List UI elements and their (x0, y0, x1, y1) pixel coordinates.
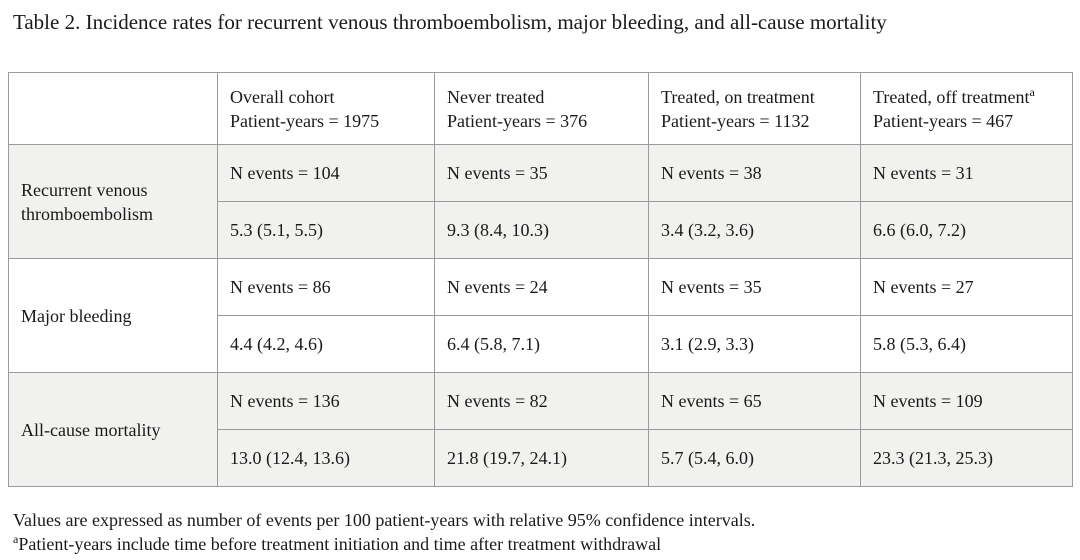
table-row: Major bleeding N events = 86 N events = … (8, 258, 1073, 373)
cell-rate: 5.3 (5.1, 5.5) (217, 201, 435, 259)
cell-rate: 3.1 (2.9, 3.3) (648, 315, 861, 373)
table-row: 5.3 (5.1, 5.5) 9.3 (8.4, 10.3) 3.4 (3.2,… (9, 201, 1073, 259)
column-patient-years: Patient-years = 467 (873, 110, 1014, 131)
cell-rate: 6.6 (6.0, 7.2) (860, 201, 1073, 259)
column-title: Treated, off treatmenta (873, 85, 1062, 109)
footnote-a-marker: a (13, 532, 19, 546)
footnote-a-text: Patient-years include time before treatm… (18, 534, 662, 554)
footnote-marker-a: a (1029, 84, 1035, 99)
cell-n-events: N events = 65 (648, 372, 861, 430)
cell-n-events: N events = 109 (860, 372, 1073, 430)
cell-n-events: N events = 31 (860, 144, 1073, 202)
cell-n-events: N events = 24 (434, 258, 649, 316)
header-treated-off-treatment: Treated, off treatmenta Patient-years = … (860, 72, 1073, 145)
header-empty-cell (8, 72, 218, 145)
column-title: Never treated (447, 86, 545, 107)
cell-rate: 5.8 (5.3, 6.4) (860, 315, 1073, 373)
cell-rate: 23.3 (21.3, 25.3) (860, 429, 1073, 487)
cell-rate: 4.4 (4.2, 4.6) (217, 315, 435, 373)
incidence-rates-table: Overall cohort Patient-years = 1975 Neve… (8, 72, 1073, 487)
table-row: 13.0 (12.4, 13.6) 21.8 (19.7, 24.1) 5.7 … (9, 429, 1073, 487)
table-row: Recurrent venous thromboembolism N event… (8, 144, 1073, 259)
footnote-general: Values are expressed as number of events… (13, 510, 756, 530)
footnotes: Values are expressed as number of events… (13, 508, 755, 556)
header-row: Overall cohort Patient-years = 1975 Neve… (8, 72, 1073, 145)
row-label-recurrent-vte: Recurrent venous thromboembolism (8, 144, 218, 259)
row-label-major-bleeding: Major bleeding (8, 258, 218, 373)
row-label-all-cause-mortality: All-cause mortality (8, 372, 218, 487)
cell-rate: 3.4 (3.2, 3.6) (648, 201, 861, 259)
footnote-a: aPatient-years include time before treat… (13, 532, 755, 556)
column-patient-years: Patient-years = 1975 (230, 110, 380, 131)
column-patient-years: Patient-years = 376 (447, 110, 588, 131)
column-title: Overall cohort (230, 86, 335, 107)
cell-n-events: N events = 35 (434, 144, 649, 202)
column-patient-years: Patient-years = 1132 (661, 110, 810, 131)
cell-n-events: N events = 136 (217, 372, 435, 430)
cell-n-events: N events = 86 (217, 258, 435, 316)
cell-rate: 6.4 (5.8, 7.1) (434, 315, 649, 373)
cell-n-events: N events = 35 (648, 258, 861, 316)
column-title-text: Treated, off treatment (873, 86, 1030, 107)
cell-n-events: N events = 104 (217, 144, 435, 202)
cell-n-events: N events = 82 (434, 372, 649, 430)
column-title: Treated, on treatment (661, 86, 815, 107)
cell-rate: 5.7 (5.4, 6.0) (648, 429, 861, 487)
header-overall-cohort: Overall cohort Patient-years = 1975 (217, 72, 435, 145)
cell-n-events: N events = 38 (648, 144, 861, 202)
cell-rate: 9.3 (8.4, 10.3) (434, 201, 649, 259)
cell-rate: 13.0 (12.4, 13.6) (217, 429, 435, 487)
header-never-treated: Never treated Patient-years = 376 (434, 72, 649, 145)
table-row: 4.4 (4.2, 4.6) 6.4 (5.8, 7.1) 3.1 (2.9, … (9, 315, 1073, 373)
table-caption: Table 2. Incidence rates for recurrent v… (13, 10, 887, 34)
cell-n-events: N events = 27 (860, 258, 1073, 316)
table-row: All-cause mortality N events = 136 N eve… (8, 372, 1073, 487)
header-treated-on-treatment: Treated, on treatment Patient-years = 11… (648, 72, 861, 145)
cell-rate: 21.8 (19.7, 24.1) (434, 429, 649, 487)
